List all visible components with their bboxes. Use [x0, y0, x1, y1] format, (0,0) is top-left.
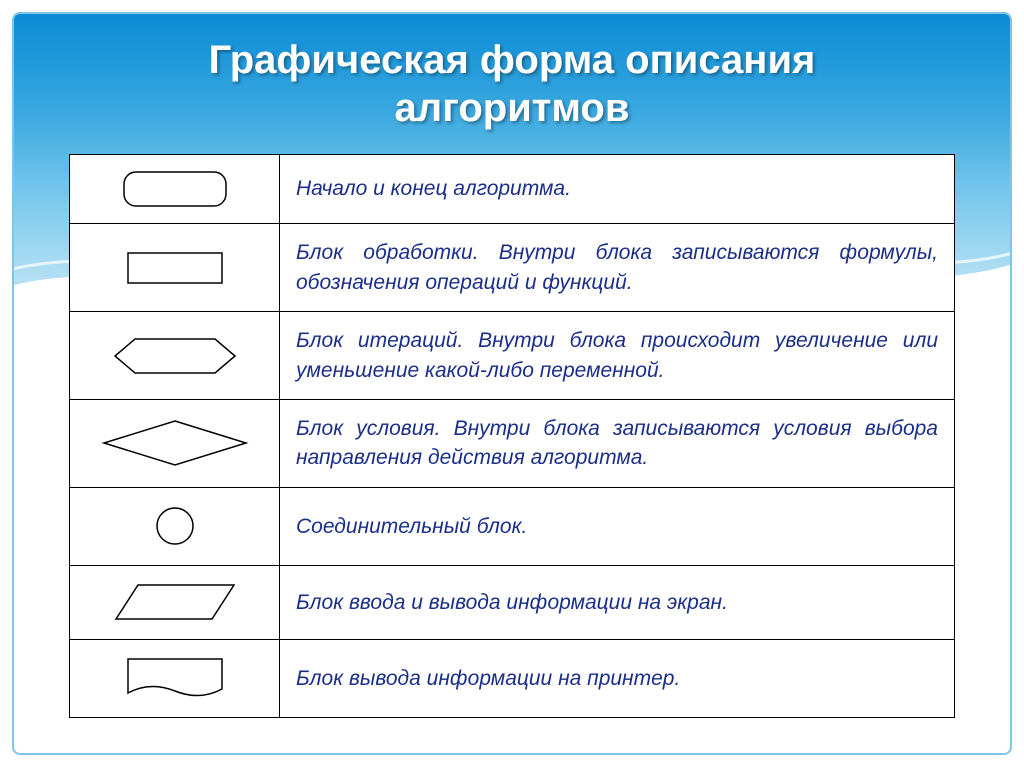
desc-cell: Блок обработки. Внутри блока записываютс…: [280, 224, 955, 312]
table-row: Блок обработки. Внутри блока записываютс…: [70, 224, 955, 312]
title-line-2: алгоритмов: [395, 86, 630, 130]
symbols-table: Начало и конец алгоритма. Блок обработки…: [69, 154, 955, 718]
terminator-icon: [120, 168, 230, 210]
shape-cell-preparation: [70, 312, 280, 400]
slide: Графическая форма описания алгоритмов На…: [0, 0, 1024, 767]
table-row: Блок ввода и вывода информации на экран.: [70, 566, 955, 640]
io-icon: [110, 579, 240, 625]
table-row: Соединительный блок.: [70, 487, 955, 565]
preparation-icon: [110, 331, 240, 381]
desc-cell: Соединительный блок.: [280, 487, 955, 565]
desc-cell: Блок итераций. Внутри блока происходит у…: [280, 312, 955, 400]
slide-inner: Графическая форма описания алгоритмов На…: [12, 12, 1012, 755]
desc-cell: Блок вывода информации на принтер.: [280, 639, 955, 717]
shape-cell-decision: [70, 400, 280, 488]
shape-cell-io: [70, 566, 280, 640]
desc-cell: Начало и конец алгоритма.: [280, 155, 955, 224]
slide-title: Графическая форма описания алгоритмов: [14, 36, 1010, 132]
connector-icon: [150, 501, 200, 551]
table-row: Начало и конец алгоритма.: [70, 155, 955, 224]
title-line-1: Графическая форма описания: [209, 38, 816, 82]
flowchart-symbols-table: Начало и конец алгоритма. Блок обработки…: [69, 154, 955, 718]
table-row: Блок условия. Внутри блока записываются …: [70, 400, 955, 488]
shape-cell-process: [70, 224, 280, 312]
desc-cell: Блок ввода и вывода информации на экран.: [280, 566, 955, 640]
table-row: Блок итераций. Внутри блока происходит у…: [70, 312, 955, 400]
table-row: Блок вывода информации на принтер.: [70, 639, 955, 717]
process-icon: [120, 247, 230, 289]
document-icon: [120, 653, 230, 703]
decision-icon: [100, 417, 250, 469]
shape-cell-connector: [70, 487, 280, 565]
desc-cell: Блок условия. Внутри блока записываются …: [280, 400, 955, 488]
shape-cell-document: [70, 639, 280, 717]
shape-cell-terminator: [70, 155, 280, 224]
